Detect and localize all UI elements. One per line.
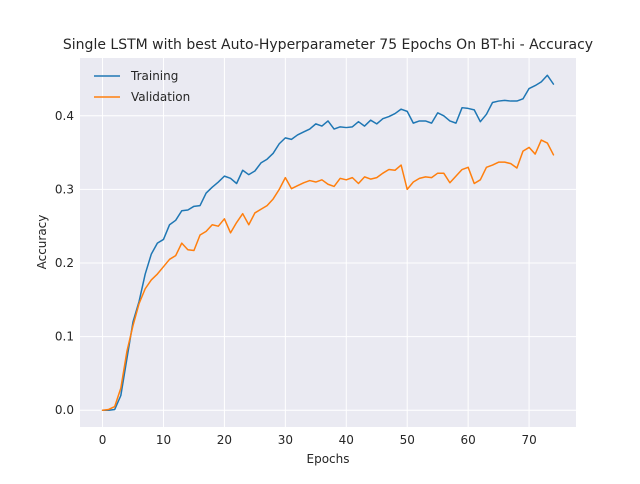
series-layer — [101, 74, 555, 411]
x-tick-label: 70 — [521, 433, 536, 447]
legend-label-validation: Validation — [131, 90, 190, 104]
x-tick-label: 60 — [461, 433, 476, 447]
series-line-validation — [101, 139, 555, 411]
x-tick-label: 0 — [99, 433, 107, 447]
x-axis-ticks: 0 10 20 30 40 50 60 70 — [99, 433, 537, 447]
x-tick-label: 30 — [278, 433, 293, 447]
chart-title: Single LSTM with best Auto-Hyperparamete… — [63, 37, 593, 53]
x-tick-label: 20 — [217, 433, 232, 447]
legend-label-training: Training — [130, 69, 178, 83]
y-tick-label: 0.0 — [55, 403, 74, 417]
x-tick-label: 50 — [400, 433, 415, 447]
grid — [80, 58, 576, 427]
y-tick-label: 0.3 — [55, 182, 74, 196]
y-tick-label: 0.2 — [55, 256, 74, 270]
x-tick-label: 40 — [339, 433, 354, 447]
series-line-training — [101, 74, 555, 411]
y-axis-ticks: 0.0 0.1 0.2 0.3 0.4 — [55, 109, 74, 417]
x-axis-label: Epochs — [307, 452, 350, 466]
y-tick-label: 0.1 — [55, 330, 74, 344]
y-tick-label: 0.4 — [55, 109, 74, 123]
y-axis-label: Accuracy — [35, 215, 49, 270]
plot-area — [80, 58, 576, 427]
x-tick-label: 10 — [156, 433, 171, 447]
legend: Training Validation — [94, 69, 190, 104]
